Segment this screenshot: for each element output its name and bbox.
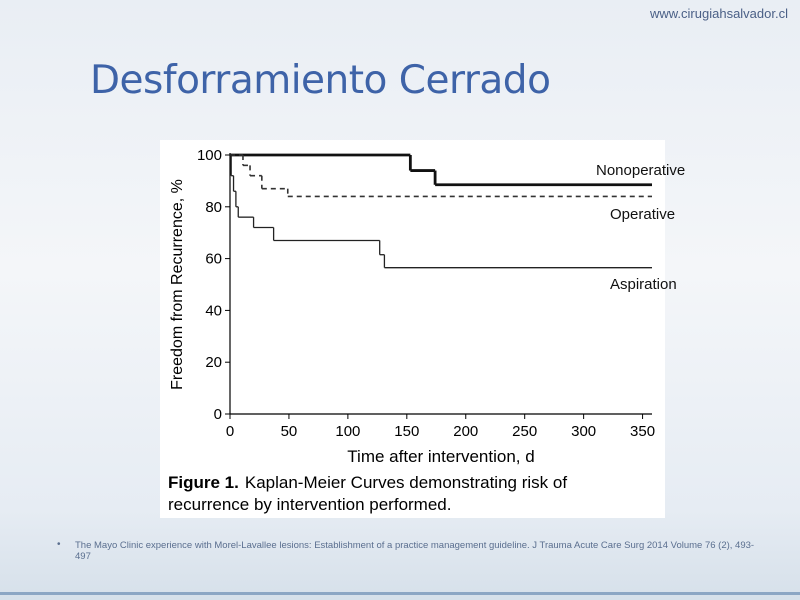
y-tick-label: 40 [205, 302, 222, 319]
y-tick-label: 20 [205, 354, 222, 371]
x-tick-label: 300 [571, 423, 596, 440]
figure-panel [160, 140, 665, 518]
x-tick-label: 350 [630, 423, 655, 440]
y-axis-label: Freedom from Recurrence, % [169, 179, 186, 390]
x-tick-label: 200 [453, 423, 478, 440]
x-tick-label: 250 [512, 423, 537, 440]
slide-title: Desforramiento Cerrado [90, 58, 551, 103]
figure-label: Figure 1. [168, 473, 239, 492]
citation: The Mayo Clinic experience with Morel-La… [75, 540, 755, 562]
x-tick-label: 50 [281, 423, 298, 440]
x-tick-label: 150 [394, 423, 419, 440]
y-tick-label: 0 [214, 406, 222, 423]
y-tick-label: 60 [205, 251, 222, 268]
header-url: www.cirugiahsalvador.cl [649, 6, 788, 21]
caption-line: recurrence by intervention performed. [168, 495, 451, 514]
x-tick-label: 100 [335, 423, 360, 440]
y-tick-label: 80 [205, 199, 222, 216]
x-tick-label: 0 [226, 423, 234, 440]
series-label: Operative [610, 206, 675, 223]
y-tick-label: 100 [197, 147, 222, 164]
caption-line: Kaplan-Meier Curves demonstrating risk o… [245, 473, 567, 492]
figure-caption: Figure 1. Kaplan-Meier Curves demonstrati… [168, 473, 567, 492]
bullet: • [57, 539, 61, 550]
series-label: Aspiration [610, 276, 677, 293]
x-axis-label: Time after intervention, d [347, 447, 534, 466]
footer-rule [0, 592, 800, 595]
series-label: Nonoperative [596, 162, 685, 179]
